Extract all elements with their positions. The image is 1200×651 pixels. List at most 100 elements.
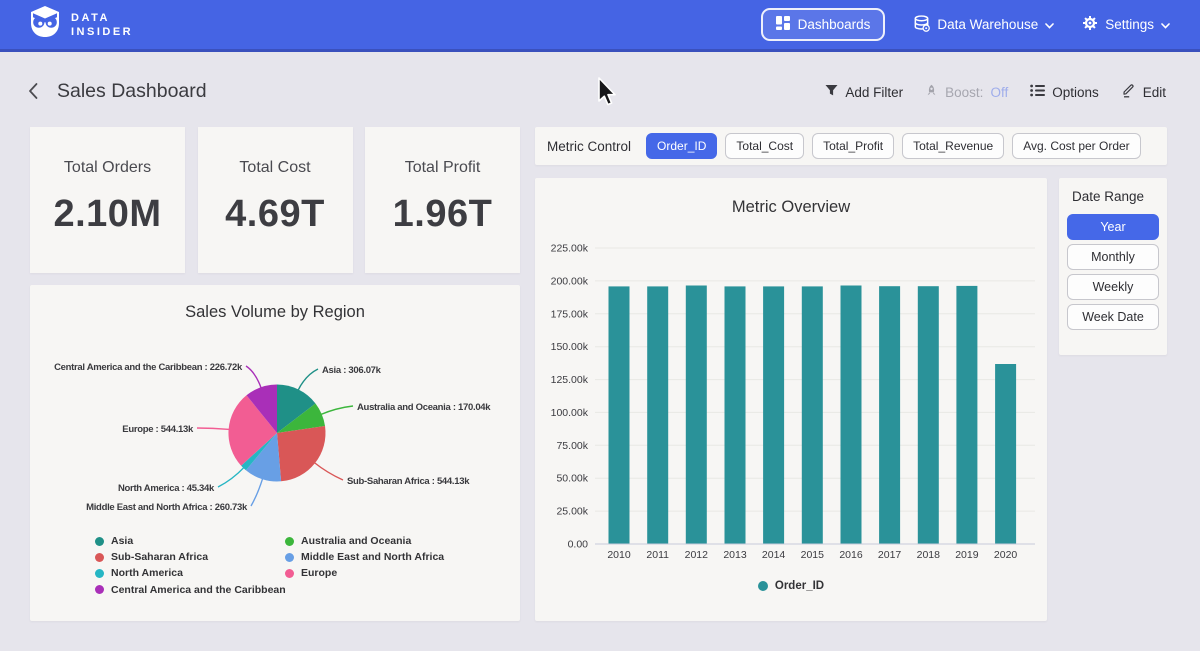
- x-axis-tick-label: 2012: [685, 549, 709, 561]
- back-button[interactable]: [27, 82, 45, 100]
- legend-dot: [285, 537, 294, 546]
- kpi-label: Total Profit: [405, 159, 481, 177]
- pie-legend-item-north-america: North America: [95, 565, 286, 581]
- data-warehouse-label: Data Warehouse: [937, 17, 1038, 32]
- data-warehouse-button[interactable]: Data Warehouse: [913, 15, 1054, 35]
- legend-dot: [95, 537, 104, 546]
- x-axis-tick-label: 2011: [646, 549, 669, 561]
- y-axis-tick-label: 175.00k: [551, 308, 589, 320]
- top-navbar: DATA INSIDER Dashboards: [0, 0, 1200, 52]
- x-axis-tick-label: 2013: [723, 549, 747, 561]
- add-filter-button[interactable]: Add Filter: [825, 84, 903, 100]
- pie-label-asia: Asia : 306.07k: [322, 365, 382, 376]
- edit-pencil-icon: [1121, 83, 1136, 101]
- bar-2016[interactable]: [841, 286, 862, 545]
- brand-text: DATA INSIDER: [71, 11, 133, 39]
- legend-label: Australia and Oceania: [301, 535, 411, 547]
- legend-dot: [758, 581, 768, 591]
- legend-label: Europe: [301, 567, 337, 579]
- date-range-button-weekly[interactable]: Weekly: [1067, 274, 1159, 300]
- database-icon: [913, 15, 930, 35]
- page-title: Sales Dashboard: [57, 80, 207, 103]
- y-axis-tick-label: 100.00k: [551, 407, 589, 419]
- dashboard-grid-icon: [776, 16, 790, 33]
- bar-2019[interactable]: [956, 286, 977, 544]
- owl-logo-icon: [28, 5, 62, 44]
- header-actions: Add Filter Boost: Off: [825, 83, 1166, 101]
- dashboards-button[interactable]: Dashboards: [761, 8, 886, 41]
- edit-button[interactable]: Edit: [1121, 83, 1166, 101]
- y-axis-tick-label: 150.00k: [551, 341, 589, 353]
- legend-label: Order_ID: [775, 580, 824, 592]
- legend-label: Sub-Saharan Africa: [111, 551, 208, 563]
- settings-button[interactable]: Settings: [1082, 15, 1170, 34]
- bar-2017[interactable]: [879, 286, 900, 544]
- bar-2018[interactable]: [918, 286, 939, 544]
- pie-label-central-america-and-the-caribbean: Central America and the Caribbean : 226.…: [54, 362, 243, 373]
- bar-2010[interactable]: [609, 286, 630, 544]
- pie-leader-line: [321, 406, 353, 415]
- legend-dot: [95, 585, 104, 594]
- bar-2011[interactable]: [647, 286, 668, 544]
- brand-logo: DATA INSIDER: [28, 5, 133, 44]
- bar-2014[interactable]: [763, 286, 784, 544]
- kpi-value: 2.10M: [53, 193, 161, 236]
- date-range-button-year[interactable]: Year: [1067, 214, 1159, 240]
- pie-legend-item-sub-saharan-africa: Sub-Saharan Africa: [95, 549, 286, 565]
- rocket-icon: [925, 84, 938, 100]
- x-axis-tick-label: 2010: [607, 549, 631, 561]
- boost-toggle[interactable]: Boost: Off: [925, 84, 1008, 100]
- kpi-card-total-orders: Total Orders 2.10M: [30, 127, 185, 273]
- bar-2020[interactable]: [995, 364, 1016, 544]
- legend-dot: [285, 569, 294, 578]
- options-button[interactable]: Options: [1030, 84, 1099, 100]
- chevron-left-icon: [27, 82, 39, 100]
- pie-leader-line: [218, 467, 244, 487]
- bar-chart-card: Metric Overview 0.0025.00k50.00k75.00k10…: [535, 178, 1047, 621]
- y-axis-tick-label: 125.00k: [551, 374, 589, 386]
- filter-funnel-icon: [825, 84, 838, 100]
- bar-2015[interactable]: [802, 286, 823, 544]
- sales-dashboard-app: DATA INSIDER Dashboards: [0, 0, 1200, 651]
- navbar-menu: Dashboards Data Warehouse: [761, 8, 1170, 41]
- kpi-row: Total Orders2.10MTotal Cost4.69TTotal Pr…: [30, 127, 520, 273]
- edit-label: Edit: [1143, 85, 1166, 100]
- metric-control-card: Metric Control Order_ID Total_Cost Total_P…: [535, 127, 1167, 165]
- y-axis-tick-label: 200.00k: [551, 275, 589, 287]
- pie-legend-item-australia-and-oceania: Australia and Oceania: [285, 533, 444, 549]
- pie-leader-line: [251, 478, 263, 506]
- pie-legend-column-1: Asia Sub-Saharan Africa North AmericaCentr…: [95, 533, 286, 598]
- metric-button-total-profit[interactable]: Total_Profit: [812, 133, 894, 159]
- y-axis-tick-label: 25.00k: [556, 506, 588, 518]
- kpi-card-total-cost: Total Cost4.69T: [198, 127, 353, 273]
- metric-button-total-cost[interactable]: Total_Cost: [725, 133, 804, 159]
- bar-2013[interactable]: [725, 286, 746, 544]
- bar-chart[interactable]: 0.0025.00k50.00k75.00k100.00k125.00k150.…: [535, 178, 1047, 621]
- pie-legend-item-asia: Asia: [95, 533, 286, 549]
- pie-label-north-america: North America : 45.34k: [118, 483, 215, 494]
- pie-slice-sub-saharan-africa[interactable]: [277, 426, 326, 481]
- kpi-card-total-profit: Total Profit1.96T: [365, 127, 520, 273]
- date-range-button-monthly[interactable]: Monthly: [1067, 244, 1159, 270]
- legend-dot: [95, 569, 104, 578]
- bar-2012[interactable]: [686, 286, 707, 545]
- pie-chart[interactable]: Asia : 306.07kAustralia and Oceania : 17…: [30, 315, 520, 545]
- kpi-label: Total Orders: [64, 159, 151, 177]
- chevron-down-icon: [1161, 17, 1170, 32]
- legend-dot: [95, 553, 104, 562]
- y-axis-tick-label: 50.00k: [556, 473, 588, 485]
- dashboards-label: Dashboards: [798, 17, 871, 32]
- add-filter-label: Add Filter: [845, 85, 903, 100]
- x-axis-tick-label: 2017: [878, 549, 902, 561]
- x-axis-tick-label: 2014: [762, 549, 786, 561]
- date-range-button-week-date[interactable]: Week Date: [1067, 304, 1159, 330]
- date-range-card: Date Range Year Monthly Weekly Week Date: [1059, 178, 1167, 355]
- metric-button-avg-cost-per-order[interactable]: Avg. Cost per Order: [1012, 133, 1141, 159]
- metric-control-label: Metric Control: [547, 139, 631, 154]
- settings-label: Settings: [1105, 17, 1154, 32]
- pie-legend-column-2: Australia and OceaniaMiddle East and Nor…: [285, 533, 444, 582]
- metric-button-order-id[interactable]: Order_ID: [646, 133, 717, 159]
- pie-legend-item-central-america-and-the-caribbean: Central America and the Caribbean: [95, 582, 286, 598]
- date-range-label: Date Range: [1072, 189, 1159, 204]
- metric-button-total-revenue[interactable]: Total_Revenue: [902, 133, 1004, 159]
